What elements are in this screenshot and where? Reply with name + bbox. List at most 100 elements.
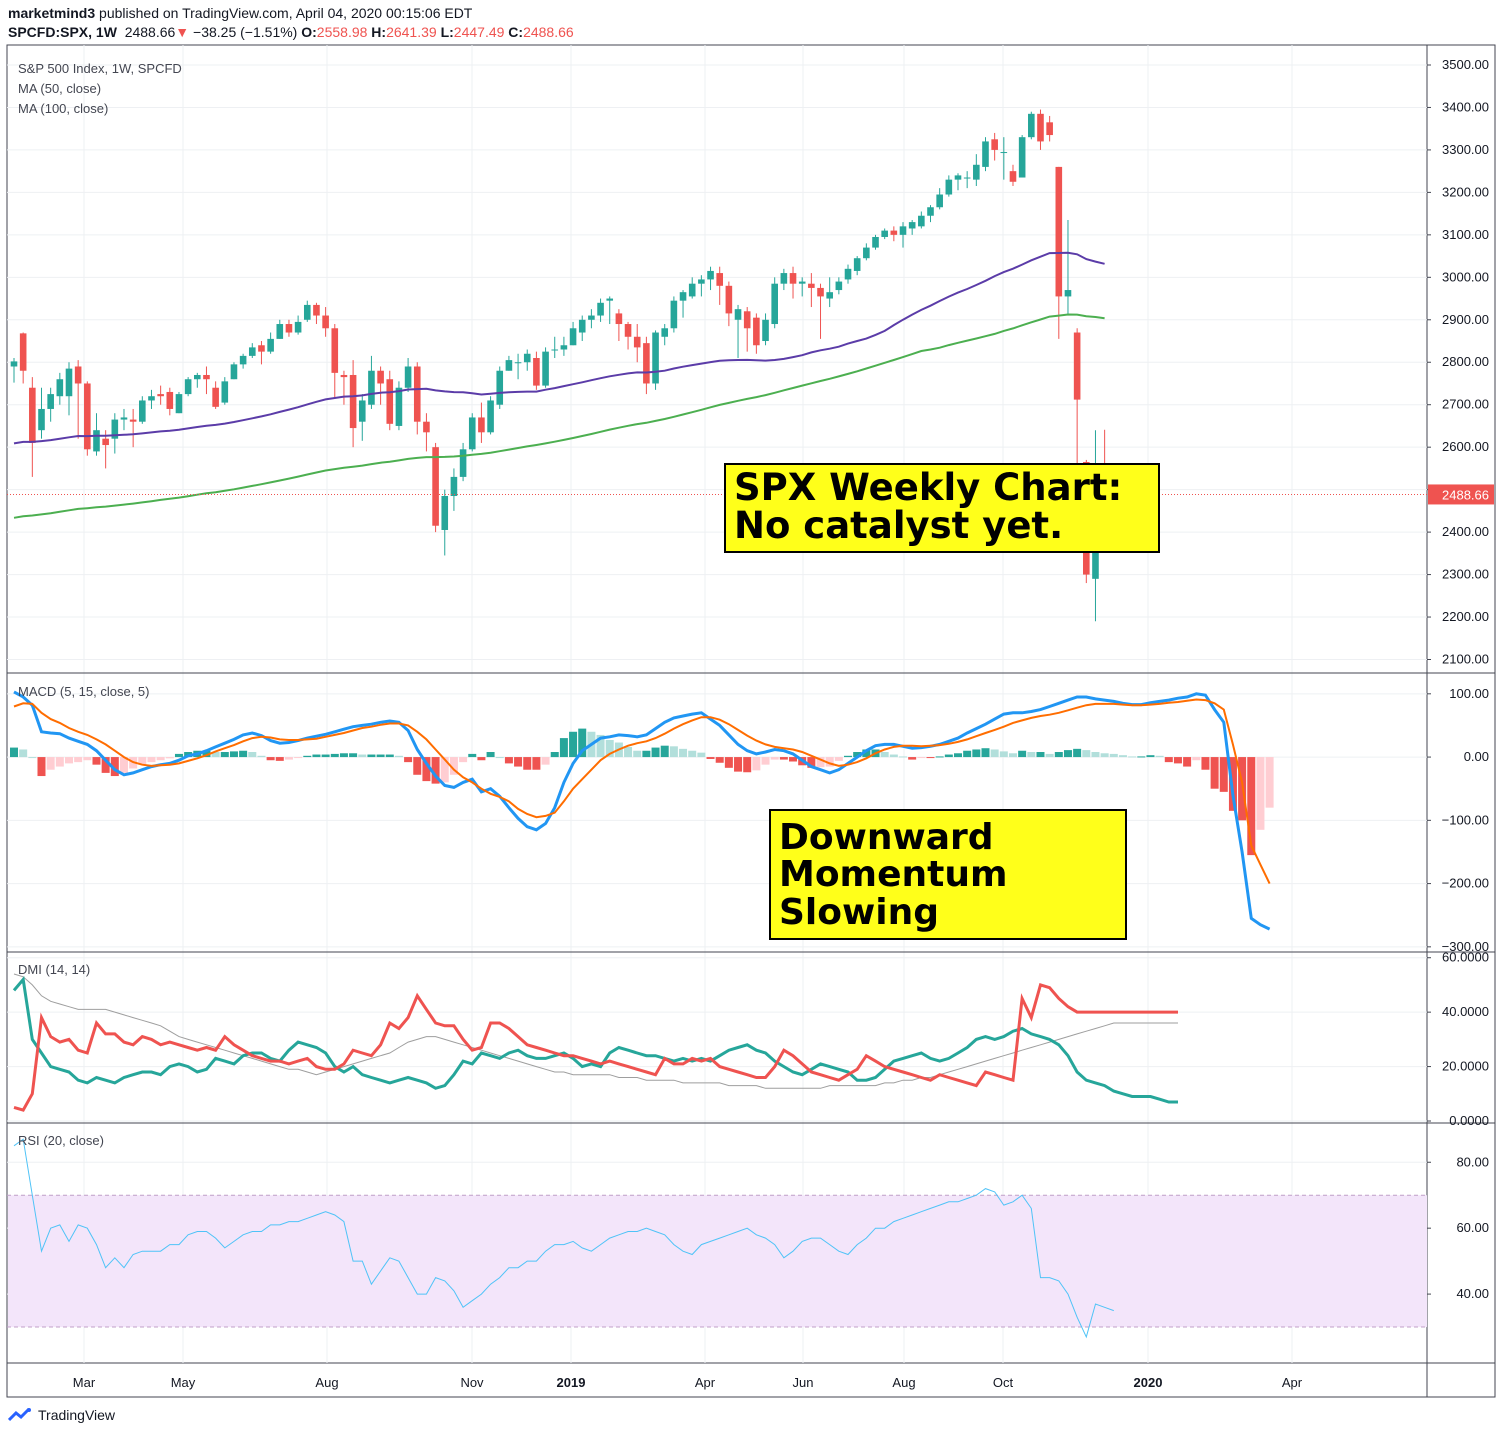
price-axis-label: 3200.00	[1442, 184, 1489, 199]
macd-histogram-bar	[266, 757, 275, 761]
macd-histogram-bar	[1036, 752, 1045, 758]
macd-histogram-bar	[46, 757, 55, 770]
candle-body	[1064, 290, 1072, 297]
candle-body	[643, 343, 650, 384]
macd-histogram-bar	[468, 753, 477, 758]
tradingview-logo[interactable]: TradingView	[8, 1407, 115, 1423]
candle-body	[74, 366, 82, 384]
candle-body	[514, 362, 522, 364]
candle-body	[505, 360, 513, 371]
signal-line	[13, 698, 1271, 885]
last-price: 2488.66	[124, 24, 176, 40]
macd-line	[13, 690, 1271, 931]
rsi-pane[interactable]	[13, 1138, 1114, 1339]
macd-histogram-bar	[229, 751, 238, 758]
candle-body	[954, 175, 962, 180]
time-axis-label: Apr	[695, 1375, 716, 1390]
time-axis-label: Mar	[73, 1375, 96, 1390]
macd-histogram-bar	[1100, 753, 1109, 758]
pane-separators	[7, 672, 1495, 1124]
candle-body	[633, 336, 641, 348]
candle-body	[450, 476, 458, 497]
macd-histogram-bar	[330, 753, 339, 758]
pane-legends: S&P 500 Index, 1W, SPCFD MA (50, close) …	[18, 61, 182, 1148]
price-axis-label: 3400.00	[1442, 99, 1489, 114]
plus-di-line	[12, 976, 1178, 1104]
macd-histogram-bar	[101, 757, 110, 773]
price-pane[interactable]	[7, 109, 1427, 622]
macd-histogram-bar	[404, 757, 413, 763]
price-axis-label: 2200.00	[1442, 609, 1489, 624]
macd-histogram-bar	[165, 757, 174, 759]
macd-histogram-bar	[1183, 757, 1192, 767]
macd-histogram-bar	[486, 752, 495, 758]
macd-histogram-bar	[248, 752, 257, 758]
candle-body	[523, 353, 531, 363]
candle-body	[606, 298, 614, 301]
macd-histogram-bar	[220, 752, 229, 758]
price-axis-label: 2100.00	[1442, 652, 1489, 667]
macd-histogram-bar	[1256, 757, 1265, 830]
candle-body	[432, 447, 439, 526]
price-axis[interactable]: 3500.00 3400.00 3300.00 3200.00 3100.00 3000.…	[1427, 57, 1494, 1301]
macd-histogram-bar	[688, 750, 697, 758]
macd-histogram-bar	[816, 757, 825, 768]
macd-histogram-bar	[569, 731, 578, 758]
macd-histogram-bar	[303, 755, 312, 758]
candle-body	[872, 236, 879, 248]
macd-histogram-bar	[239, 750, 248, 758]
macd-histogram-bar	[660, 745, 669, 758]
candle-body	[423, 421, 430, 433]
candle-body	[111, 419, 119, 439]
macd-histogram-bar	[1219, 757, 1228, 792]
macd-pane[interactable]	[10, 690, 1274, 931]
candle-body	[798, 281, 806, 284]
macd-histogram-bar	[358, 754, 367, 758]
candle-body	[303, 304, 311, 320]
macd-histogram-bar	[147, 757, 156, 763]
open-value: 2558.98	[316, 24, 368, 40]
macd-histogram-bar	[825, 757, 834, 767]
dmi-pane[interactable]	[12, 973, 1178, 1112]
candle-body	[982, 141, 989, 167]
macd-histogram-bar	[339, 753, 348, 758]
candle-body	[817, 287, 824, 297]
candle-body	[358, 400, 366, 422]
time-axis[interactable]: Mar May Aug Nov 2019 Apr Jun Aug Oct 2020 Apr	[73, 1375, 1303, 1390]
candle-body	[863, 247, 870, 259]
macd-histogram-bar	[19, 749, 28, 758]
rsi-band-fill	[8, 1195, 1427, 1328]
candle-body	[1073, 332, 1081, 400]
candle-body	[780, 273, 788, 284]
macd-histogram-bar	[156, 757, 165, 761]
candle-body	[1037, 113, 1044, 142]
macd-histogram-bar	[532, 757, 541, 770]
macd-callout-line3: Slowing	[779, 891, 939, 933]
candle-body	[239, 355, 247, 365]
macd-histogram-bar	[981, 748, 990, 758]
candle-body	[331, 328, 339, 373]
candle-body	[560, 345, 568, 350]
candle-body	[368, 370, 375, 405]
last-price-tag	[1428, 484, 1494, 505]
candle-body	[230, 364, 238, 380]
price-axis-label: 40.0000	[1442, 1004, 1489, 1019]
author-name[interactable]: marketmind3	[8, 5, 96, 21]
macd-histogram-bar	[917, 757, 926, 759]
price-axis-label: 60.00	[1456, 1220, 1489, 1235]
macd-histogram-bar	[605, 739, 614, 758]
candle-body	[386, 379, 394, 424]
candle-body	[194, 374, 201, 380]
macd-histogram-bar	[294, 757, 303, 759]
macd-histogram-bar	[110, 757, 119, 777]
minus-di-line	[13, 983, 1178, 1112]
macd-histogram-bar	[202, 750, 211, 758]
candle-body	[84, 383, 91, 450]
rsi-line	[13, 1138, 1114, 1339]
candle-body	[963, 177, 971, 179]
macd-histogram-bar	[211, 752, 220, 758]
candle-body	[47, 394, 54, 409]
macd-histogram-bar	[596, 734, 605, 758]
candle-body	[157, 394, 164, 397]
